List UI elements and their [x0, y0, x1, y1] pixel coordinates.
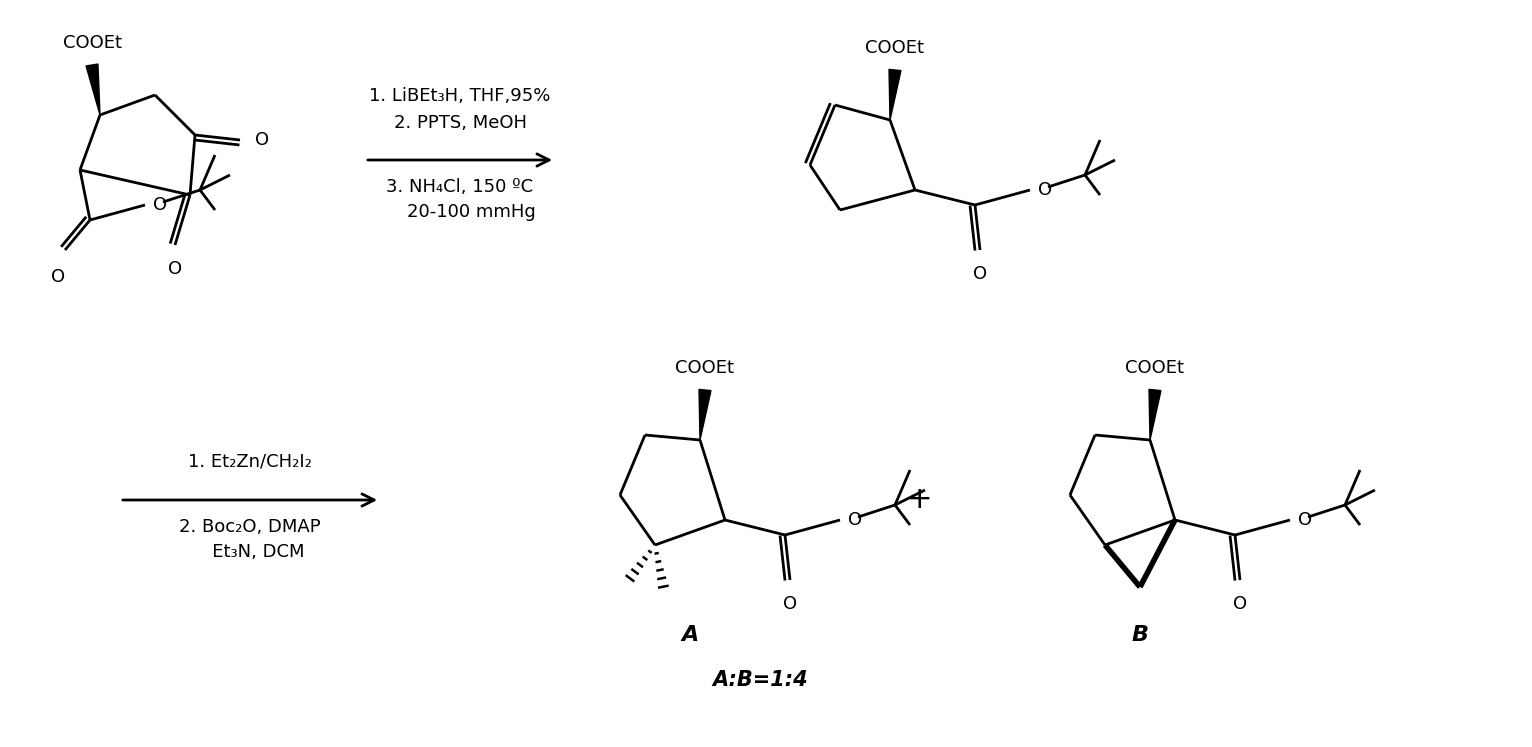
Text: O: O: [783, 595, 797, 613]
Text: Et₃N, DCM: Et₃N, DCM: [195, 543, 305, 561]
Text: A:B=1:4: A:B=1:4: [712, 670, 807, 690]
Polygon shape: [86, 64, 100, 115]
Text: COOEt: COOEt: [63, 34, 121, 52]
Text: O: O: [169, 260, 182, 278]
Polygon shape: [889, 69, 901, 120]
Text: O: O: [1298, 511, 1311, 529]
Polygon shape: [699, 389, 711, 440]
Text: B: B: [1132, 625, 1149, 645]
Polygon shape: [1149, 389, 1161, 440]
Text: 1. Et₂Zn/CH₂I₂: 1. Et₂Zn/CH₂I₂: [188, 452, 313, 470]
Text: O: O: [1233, 595, 1247, 613]
Text: O: O: [254, 131, 270, 149]
Text: COOEt: COOEt: [866, 39, 924, 57]
Text: A: A: [682, 625, 699, 645]
Text: O: O: [1039, 181, 1052, 199]
Text: O: O: [51, 268, 64, 286]
Text: O: O: [973, 265, 987, 283]
Text: 3. NH₄Cl, 150 ºC: 3. NH₄Cl, 150 ºC: [386, 178, 533, 196]
Text: O: O: [153, 196, 167, 214]
Text: COOEt: COOEt: [1126, 359, 1184, 377]
Text: 1. LiBEt₃H, THF,95%: 1. LiBEt₃H, THF,95%: [369, 87, 550, 105]
Text: 2. Boc₂O, DMAP: 2. Boc₂O, DMAP: [179, 518, 320, 536]
Text: COOEt: COOEt: [676, 359, 734, 377]
Text: 20-100 mmHg: 20-100 mmHg: [385, 203, 536, 221]
Text: O: O: [849, 511, 863, 529]
Text: 2. PPTS, MeOH: 2. PPTS, MeOH: [394, 114, 527, 132]
Text: +: +: [907, 486, 933, 515]
